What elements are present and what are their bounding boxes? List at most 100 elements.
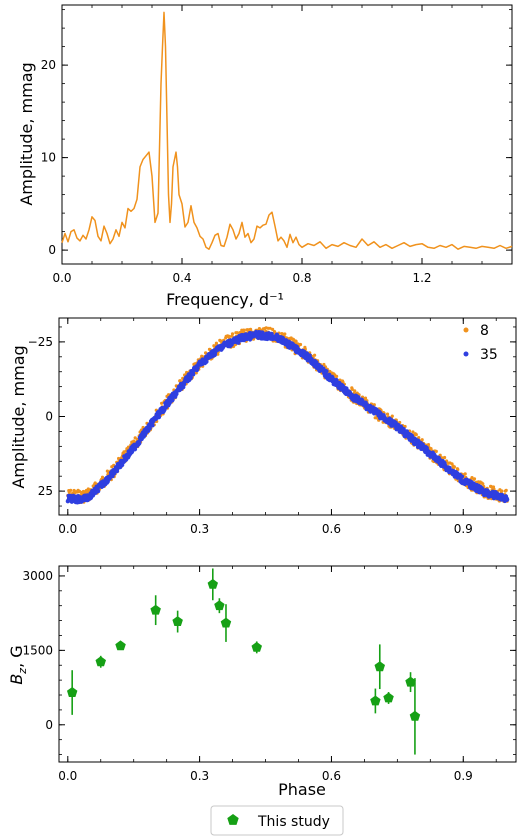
bz-ylabel-tail: , G bbox=[7, 645, 26, 668]
periodogram-panel: 0.0 0.4 0.8 1.2 0 10 20 Frequency, d⁻¹ Amplitu… bbox=[17, 4, 513, 309]
lightcurve-point-8 bbox=[160, 401, 164, 405]
lightcurve-point-35 bbox=[156, 415, 162, 420]
lightcurve-point-35 bbox=[188, 375, 193, 380]
lightcurve-point-8 bbox=[500, 489, 504, 493]
lightcurve-point-35 bbox=[459, 474, 465, 479]
lightcurve-point-8 bbox=[294, 339, 298, 343]
legend-label-8: 8 bbox=[480, 323, 489, 339]
lightcurve-point-8 bbox=[463, 472, 467, 476]
lightcurve-point-8 bbox=[204, 351, 208, 355]
bz-point bbox=[374, 661, 385, 672]
bz-point bbox=[207, 578, 218, 589]
bz-point bbox=[370, 695, 381, 706]
x-tick-label: 0.9 bbox=[454, 769, 473, 783]
lightcurve-point-8 bbox=[481, 482, 485, 486]
lightcurve-point-8 bbox=[350, 387, 354, 391]
lightcurve-point-8 bbox=[298, 342, 303, 347]
bz-point bbox=[67, 687, 78, 697]
lightcurve-point-8 bbox=[443, 455, 447, 460]
bz-panel: 0.0 0.3 0.6 0.9 0 1500 3000 Phase Bz, G This s… bbox=[7, 565, 517, 836]
lightcurve-point-35 bbox=[137, 441, 142, 446]
bz-legend: This study bbox=[210, 805, 344, 836]
lightcurve-point-8 bbox=[411, 430, 415, 434]
lightcurve-point-8 bbox=[420, 438, 424, 442]
lightcurve-point-8 bbox=[363, 396, 368, 400]
x-tick-label: 0.8 bbox=[292, 271, 311, 285]
bz-point bbox=[95, 656, 106, 667]
lightcurve-point-8 bbox=[283, 332, 287, 336]
periodogram-ylabel: Amplitude, mmag bbox=[17, 62, 36, 205]
y-tick-label: 0 bbox=[45, 718, 53, 732]
legend-label-35: 35 bbox=[480, 347, 498, 363]
periodogram-line bbox=[61, 11, 513, 250]
x-tick-label: 0.3 bbox=[190, 769, 209, 783]
lightcurve-point-8 bbox=[335, 374, 339, 378]
lightcurve-point-8 bbox=[472, 477, 477, 481]
x-tick-label: 1.2 bbox=[412, 271, 431, 285]
bz-point bbox=[383, 692, 394, 703]
lightcurve-point-8 bbox=[214, 341, 218, 345]
legend-marker-this-study bbox=[227, 814, 239, 825]
lightcurve-point-35 bbox=[170, 398, 175, 403]
bz-ylabel: Bz, G bbox=[7, 645, 29, 684]
y-tick-label: 10 bbox=[41, 151, 56, 165]
y-tick-label: 3000 bbox=[22, 569, 53, 583]
lightcurve-legend: 8 35 bbox=[463, 323, 498, 363]
y-tick-label: 25 bbox=[38, 484, 53, 498]
y-tick-label: −25 bbox=[28, 335, 53, 349]
lightcurve-panel: 0.0 0.3 0.6 0.9 −25 0 25 Amplitude, mmag 8 35 bbox=[9, 317, 517, 536]
bz-point bbox=[115, 640, 126, 651]
lightcurve-point-8 bbox=[452, 465, 456, 469]
lightcurve-point-35 bbox=[324, 369, 329, 374]
lightcurve-point-35 bbox=[204, 359, 209, 364]
lightcurve-point-8 bbox=[69, 488, 73, 492]
x-tick-label: 0.0 bbox=[58, 769, 77, 783]
x-tick-label: 0.9 bbox=[454, 522, 473, 536]
lightcurve-point-8 bbox=[249, 327, 253, 331]
bz-point bbox=[150, 604, 161, 615]
lightcurve-point-35 bbox=[174, 391, 179, 397]
legend-marker-8 bbox=[463, 327, 469, 333]
periodogram-xlabel: Frequency, d⁻¹ bbox=[166, 290, 284, 309]
x-tick-label: 0.3 bbox=[190, 522, 209, 536]
bz-xlabel: Phase bbox=[278, 780, 326, 799]
lightcurve-point-8 bbox=[322, 362, 326, 367]
lightcurve-point-8 bbox=[313, 353, 317, 357]
bz-frame bbox=[58, 565, 517, 763]
bz-point bbox=[409, 710, 421, 721]
lightcurve-point-8 bbox=[178, 379, 182, 383]
lightcurve-point-35 bbox=[147, 426, 152, 431]
x-tick-label: 0.6 bbox=[322, 522, 341, 536]
x-tick-label: 0.0 bbox=[58, 522, 77, 536]
lightcurve-point-8 bbox=[417, 436, 421, 440]
bz-point bbox=[251, 641, 262, 652]
bz-ylabel-sub: z bbox=[16, 668, 29, 675]
bz-point bbox=[172, 616, 183, 626]
lightcurve-point-8 bbox=[242, 328, 246, 332]
lightcurve-point-8 bbox=[227, 334, 231, 338]
legend-label-this-study: This study bbox=[257, 814, 330, 830]
lightcurve-point-8 bbox=[385, 412, 390, 416]
lightcurve-point-35 bbox=[96, 489, 101, 494]
periodogram-xlabel-text: Frequency, d⁻¹ bbox=[166, 290, 284, 309]
bz-point bbox=[220, 617, 232, 628]
lightcurve-point-8 bbox=[93, 481, 97, 485]
lightcurve-ylabel: Amplitude, mmag bbox=[9, 345, 28, 488]
x-tick-label: 0.0 bbox=[52, 271, 71, 285]
lightcurve-point-8 bbox=[429, 447, 433, 451]
lightcurve-point-8 bbox=[235, 331, 239, 335]
bz-ylabel-main: B bbox=[7, 674, 26, 685]
bz-point bbox=[405, 676, 416, 687]
bz-legend-box bbox=[210, 805, 344, 836]
legend-marker-35 bbox=[463, 351, 469, 357]
lightcurve-point-8 bbox=[426, 443, 431, 447]
lightcurve-point-35 bbox=[505, 497, 510, 502]
lightcurve-point-8 bbox=[230, 332, 235, 336]
lightcurve-point-8 bbox=[271, 327, 275, 331]
lightcurve-point-8 bbox=[504, 488, 508, 492]
periodogram-frame bbox=[61, 4, 513, 265]
y-tick-label: 20 bbox=[41, 58, 56, 72]
lightcurve-point-35 bbox=[150, 423, 155, 428]
x-tick-label: 0.6 bbox=[322, 769, 341, 783]
